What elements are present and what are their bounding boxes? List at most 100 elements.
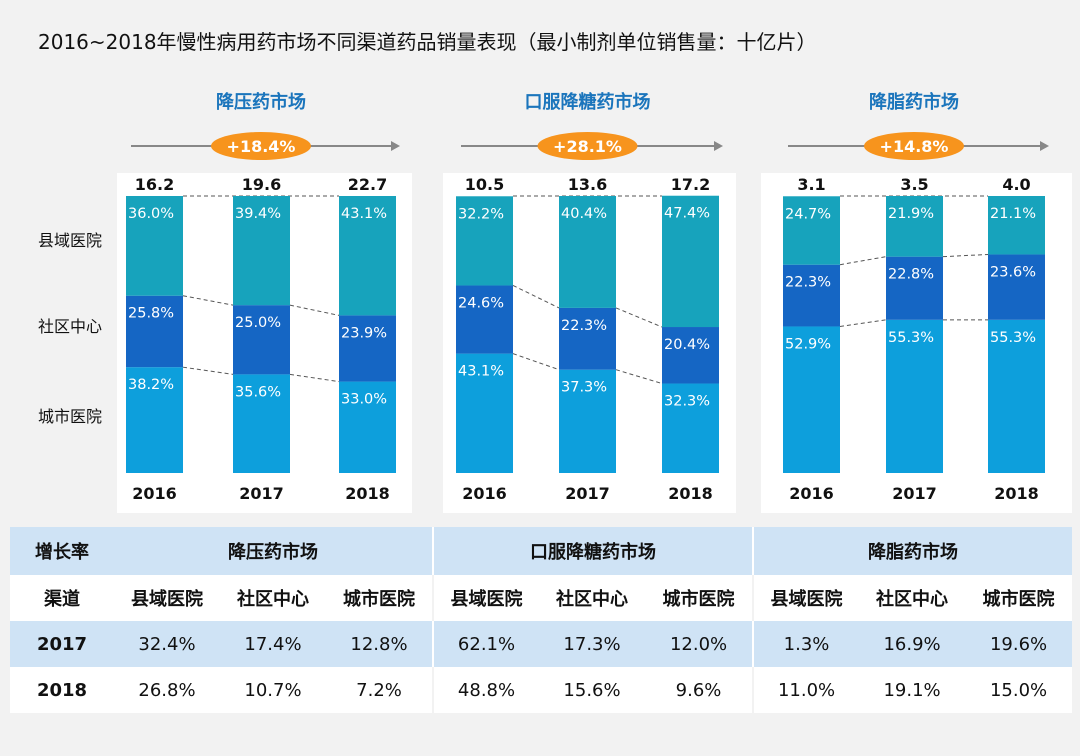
growth-pill <box>211 132 311 160</box>
bar-segment <box>339 381 396 473</box>
total-label: 3.5 <box>900 175 928 194</box>
bar-segment <box>783 264 840 327</box>
bar-segment <box>988 254 1045 320</box>
connector-line <box>512 353 560 371</box>
bar-segment <box>559 307 616 370</box>
segment-label: 23.6% <box>990 264 1036 280</box>
total-label: 19.6 <box>242 175 281 194</box>
bar-segment <box>988 319 1045 473</box>
connector-line <box>942 253 989 258</box>
growth-pill <box>864 132 964 160</box>
growth-arrow-head <box>1040 141 1049 151</box>
table-cell: 17.3% <box>539 621 646 667</box>
x-tick-label: 2016 <box>462 484 507 503</box>
segment-label: 36.0% <box>128 206 174 222</box>
connector-line <box>289 373 340 383</box>
x-tick-label: 2017 <box>892 484 937 503</box>
segment-label: 38.2% <box>128 377 174 393</box>
segment-label: 21.1% <box>990 206 1036 222</box>
bar-segment <box>456 285 513 354</box>
bar-segment <box>886 319 943 473</box>
segment-label: 22.3% <box>785 275 831 291</box>
channel-header: 社区中心 <box>539 575 646 621</box>
year-label: 2018 <box>10 667 114 713</box>
table-row: 2018 26.8% 10.7% 7.2% 48.8% 15.6% 9.6% 1… <box>10 667 1073 713</box>
chart-title: 口服降糖药市场 <box>525 91 651 113</box>
connector-line <box>615 369 663 385</box>
table-cell: 12.8% <box>326 621 434 667</box>
channel-header: 县域医院 <box>432 575 540 621</box>
total-label: 16.2 <box>135 175 174 194</box>
connector-line <box>182 295 234 306</box>
growth-label: +14.8% <box>880 137 949 156</box>
segment-label: 23.9% <box>341 325 387 341</box>
segment-label: 52.9% <box>785 336 831 352</box>
connector-line <box>289 304 340 316</box>
growth-pill <box>537 132 638 160</box>
bar-segment <box>126 196 183 296</box>
x-tick-label: 2018 <box>668 484 713 503</box>
table-cell: 7.2% <box>326 667 434 713</box>
growth-arrow-head <box>391 141 400 151</box>
segment-label: 22.8% <box>888 267 934 283</box>
connector-line <box>839 256 887 266</box>
segment-label: 25.0% <box>235 315 281 331</box>
connector-line <box>512 285 560 309</box>
table-cell: 10.7% <box>220 667 326 713</box>
total-label: 4.0 <box>1002 175 1030 194</box>
connector-line <box>615 307 663 328</box>
channel-label: 社区中心 <box>38 317 102 336</box>
x-tick-label: 2018 <box>345 484 390 503</box>
bar-segment <box>988 196 1045 255</box>
channel-header: 县域医院 <box>114 575 220 621</box>
market-header: 降脂药市场 <box>752 527 1073 575</box>
x-tick-label: 2017 <box>239 484 284 503</box>
total-label: 22.7 <box>348 175 387 194</box>
table-header-row: 增长率 降压药市场 口服降糖药市场 降脂药市场 <box>10 527 1073 575</box>
main-title: 2016~2018年慢性病用药市场不同渠道药品销量表现（最小制剂单位销售量：十亿… <box>38 30 817 54</box>
segment-label: 35.6% <box>235 384 281 400</box>
total-label: 10.5 <box>465 175 504 194</box>
table-cell: 15.0% <box>965 667 1073 713</box>
total-label: 17.2 <box>671 175 710 194</box>
table-cell: 48.8% <box>432 667 540 713</box>
bar-segment <box>886 196 943 257</box>
connector-line <box>182 366 234 375</box>
bar-segment <box>886 256 943 320</box>
segment-label: 55.3% <box>888 330 934 346</box>
table-cell: 12.0% <box>645 621 754 667</box>
segment-label: 40.4% <box>561 206 607 222</box>
segment-label: 20.4% <box>664 337 710 353</box>
total-label: 3.1 <box>797 175 825 194</box>
segment-label: 22.3% <box>561 318 607 334</box>
segment-label: 33.0% <box>341 392 387 408</box>
channel-label: 渠道 <box>10 575 114 621</box>
table-cell: 19.1% <box>859 667 966 713</box>
x-tick-label: 2016 <box>789 484 834 503</box>
segment-label: 55.3% <box>990 330 1036 346</box>
table-cell: 16.9% <box>859 621 966 667</box>
bar-segment <box>662 195 719 328</box>
chart-title: 降脂药市场 <box>869 91 959 113</box>
table-cell: 26.8% <box>114 667 220 713</box>
table-cell: 19.6% <box>965 621 1073 667</box>
bar-segment <box>233 305 290 375</box>
chart-title: 降压药市场 <box>216 91 306 113</box>
channel-header: 县域医院 <box>752 575 860 621</box>
segment-label: 21.9% <box>888 206 934 222</box>
bar-segment <box>559 369 616 473</box>
bar-segment <box>662 327 719 384</box>
table-cell: 62.1% <box>432 621 540 667</box>
table-cell: 9.6% <box>645 667 754 713</box>
total-label: 13.6 <box>568 175 607 194</box>
bar-segment <box>456 353 513 473</box>
year-label: 2017 <box>10 621 114 667</box>
bar-segment <box>456 196 513 286</box>
table-cell: 1.3% <box>752 621 860 667</box>
bar-segment <box>662 383 719 473</box>
channel-header: 城市医院 <box>965 575 1073 621</box>
growth-rate-label: 增长率 <box>10 527 114 575</box>
bar-segment <box>233 196 290 306</box>
growth-label: +18.4% <box>227 137 296 156</box>
growth-label: +28.1% <box>553 137 622 156</box>
